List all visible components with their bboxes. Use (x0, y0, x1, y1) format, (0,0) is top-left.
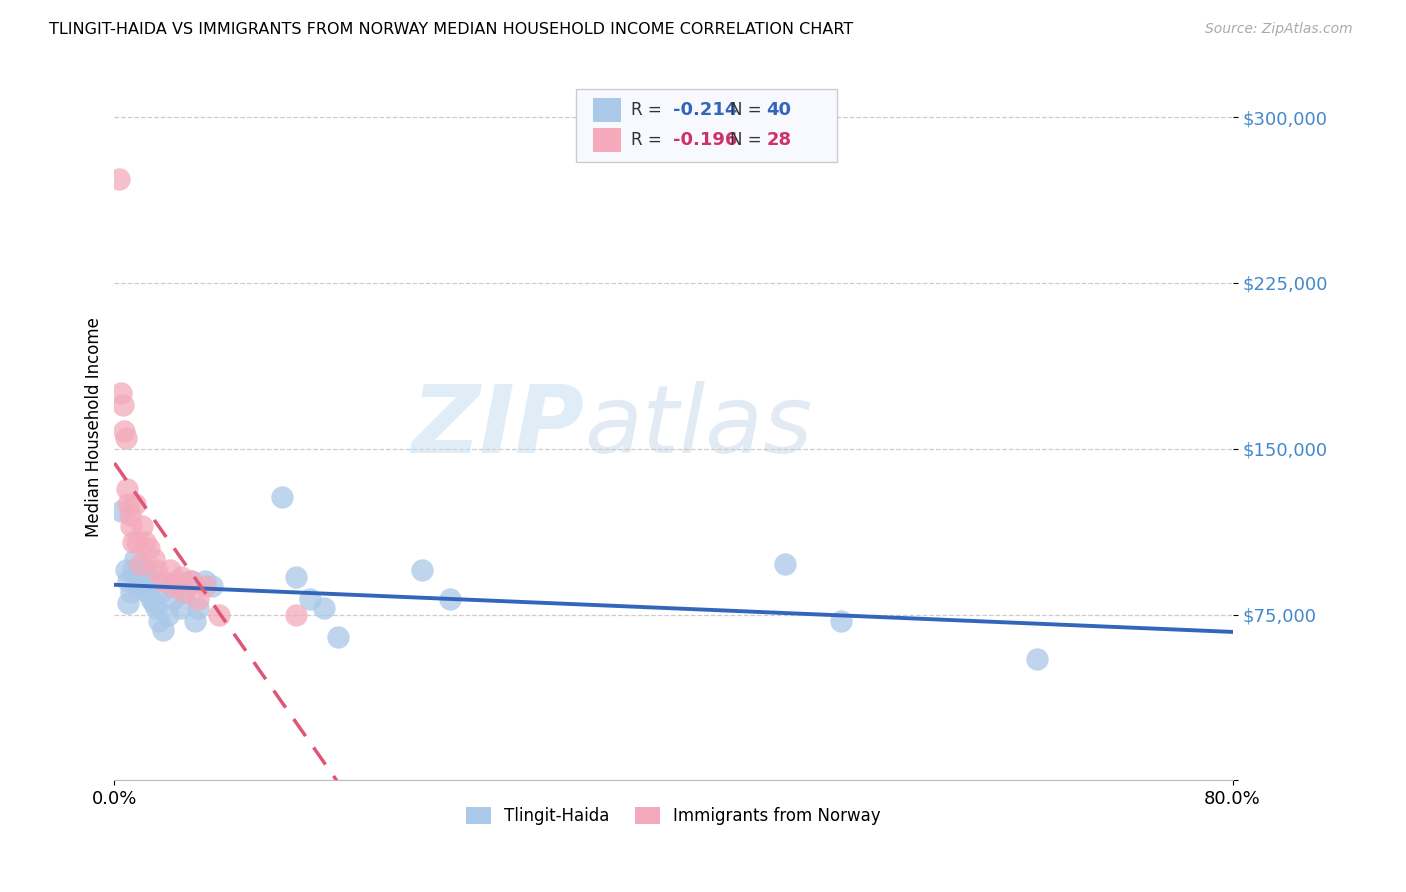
Point (145, 563, 167, 577)
Point (117, 597, 139, 611)
Point (134, 534, 156, 549)
Point (166, 574, 188, 589)
Point (120, 585, 142, 599)
Point (110, 386, 132, 401)
Point (159, 579, 181, 593)
Point (124, 497, 146, 511)
Point (121, 534, 143, 549)
Point (159, 563, 181, 577)
Point (170, 600, 193, 615)
Point (208, 607, 231, 622)
Text: Source: ZipAtlas.com: Source: ZipAtlas.com (1205, 22, 1353, 37)
Point (184, 614, 207, 628)
Point (156, 607, 179, 622)
Point (125, 579, 148, 593)
Legend: Tlingit-Haida, Immigrants from Norway: Tlingit-Haida, Immigrants from Norway (467, 807, 880, 825)
Point (194, 574, 217, 589)
Point (124, 552, 146, 566)
Point (121, 563, 143, 577)
Text: R =: R = (631, 101, 668, 119)
Point (118, 508, 141, 522)
Point (173, 585, 195, 599)
Point (148, 614, 170, 628)
Point (110, 503, 132, 517)
Point (299, 592, 322, 607)
Point (134, 563, 156, 577)
Text: -0.214: -0.214 (673, 101, 738, 119)
Point (139, 592, 162, 607)
Point (201, 579, 224, 593)
Point (142, 597, 165, 611)
Point (135, 585, 157, 599)
Text: N =: N = (730, 131, 766, 149)
Point (411, 563, 433, 577)
Point (138, 541, 160, 556)
Point (187, 600, 209, 615)
Point (114, 563, 136, 577)
Point (128, 557, 150, 571)
Point (194, 579, 217, 593)
Y-axis label: Median Household Income: Median Household Income (86, 317, 103, 537)
Point (120, 519, 142, 533)
Text: atlas: atlas (583, 381, 813, 472)
Point (285, 607, 308, 622)
Point (138, 570, 160, 584)
Point (187, 592, 209, 607)
Point (439, 592, 461, 607)
Text: TLINGIT-HAIDA VS IMMIGRANTS FROM NORWAY MEDIAN HOUSEHOLD INCOME CORRELATION CHAR: TLINGIT-HAIDA VS IMMIGRANTS FROM NORWAY … (49, 22, 853, 37)
Point (112, 424, 135, 438)
Point (162, 592, 184, 607)
Point (312, 600, 335, 615)
Point (131, 519, 153, 533)
Point (152, 574, 174, 589)
Point (125, 534, 148, 549)
Text: 40: 40 (766, 101, 792, 119)
Point (162, 579, 184, 593)
Text: N =: N = (730, 101, 766, 119)
Point (142, 552, 165, 566)
Text: ZIP: ZIP (411, 381, 583, 473)
Point (180, 574, 202, 589)
Point (152, 623, 174, 637)
Point (115, 482, 138, 496)
Point (170, 570, 193, 584)
Point (114, 431, 136, 445)
Point (285, 570, 308, 584)
Point (326, 630, 349, 644)
Point (145, 600, 167, 615)
Point (180, 574, 202, 589)
Point (111, 398, 134, 412)
Point (775, 557, 797, 571)
Point (830, 614, 852, 628)
Text: 28: 28 (766, 131, 792, 149)
Text: -0.196: -0.196 (673, 131, 738, 149)
Point (117, 574, 139, 589)
Point (271, 491, 294, 505)
Point (1025, 651, 1047, 665)
Point (128, 563, 150, 577)
Point (149, 585, 172, 599)
Point (107, 172, 129, 186)
Point (173, 585, 195, 599)
Point (131, 579, 153, 593)
Text: R =: R = (631, 131, 668, 149)
Point (117, 497, 139, 511)
